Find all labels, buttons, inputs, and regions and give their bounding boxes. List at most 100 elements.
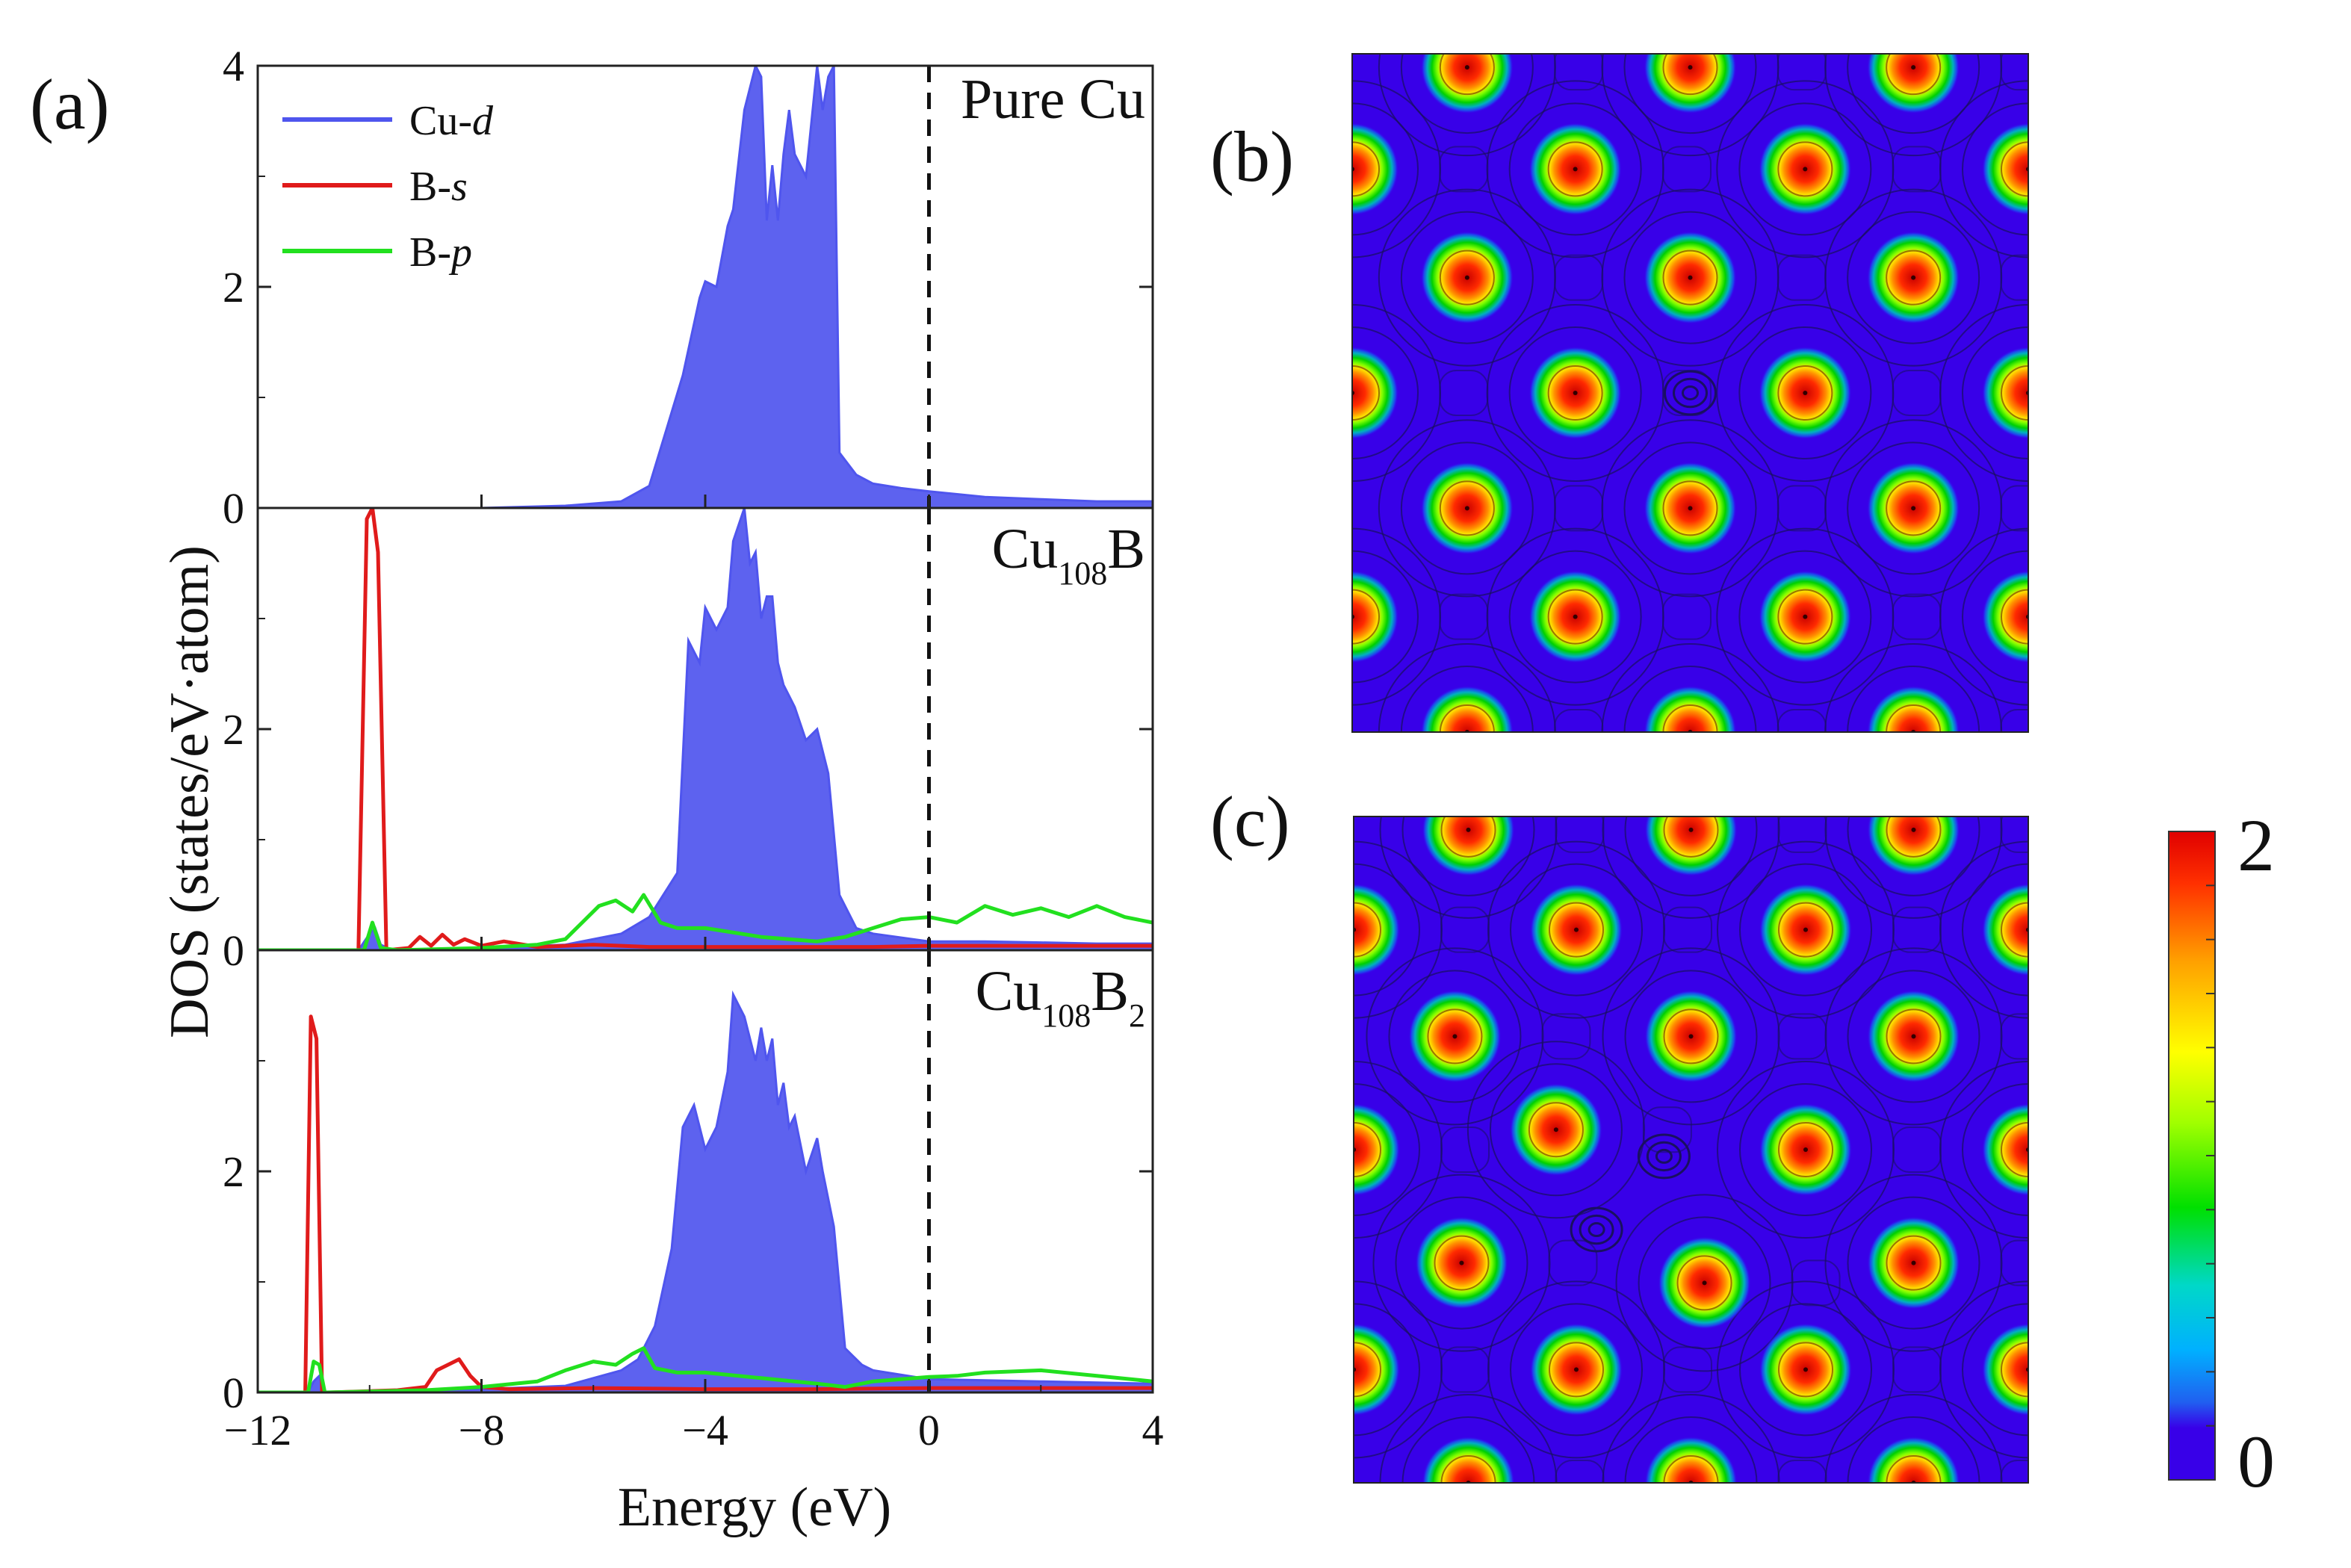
density-contour xyxy=(2116,371,2163,415)
density-contour xyxy=(1354,902,1381,958)
density-contour xyxy=(2000,254,2028,301)
density-contour xyxy=(2001,365,2028,421)
density-contour xyxy=(1777,365,1833,421)
density-contour xyxy=(1962,1303,2028,1437)
density-contour xyxy=(1778,1122,1834,1177)
density-contour xyxy=(1352,589,1380,645)
atom-center xyxy=(1573,1367,1579,1372)
legend-label: B-s xyxy=(409,164,468,210)
density-contour xyxy=(1777,589,1833,645)
density-contour xyxy=(1892,1127,1942,1173)
density-contour xyxy=(1847,666,1980,732)
atom-center xyxy=(1464,506,1469,511)
atom-center xyxy=(1573,927,1579,932)
y-tick-label: 2 xyxy=(223,1147,244,1196)
density-contour xyxy=(2000,1013,2028,1060)
y-tick-label: 4 xyxy=(223,42,244,90)
colorbar: 2 0 xyxy=(2168,804,2275,1503)
atom-center xyxy=(1702,1280,1707,1286)
density-contour xyxy=(1777,709,1827,732)
atom-center xyxy=(1803,927,1809,932)
dos-legend: Cu-d B-s B-p xyxy=(282,98,494,276)
density-contour xyxy=(1401,1416,1535,1483)
density-contour xyxy=(1354,1122,1381,1177)
density-contour xyxy=(1847,1196,1980,1330)
density-contour xyxy=(1663,1455,1719,1483)
y-axis-label: DOS (states/eV·atom) xyxy=(159,545,220,1038)
density-contour xyxy=(1378,643,1556,732)
y-tick-label: 2 xyxy=(223,705,244,754)
atom-center xyxy=(1464,65,1469,70)
dos-chart: 0 2 4 Pure Cu 0 2 Cu108B 0 2 Cu108B2 −12 −8 −4 0 4 DO… xyxy=(159,42,1164,1538)
density-contour xyxy=(1892,370,1942,416)
density-contour xyxy=(1738,102,1872,236)
cu-atom-density xyxy=(1422,816,1515,876)
density-contour xyxy=(1354,840,1443,1019)
atom-center xyxy=(1452,1034,1458,1039)
cu-atom-density xyxy=(1644,54,1737,114)
legend-label: Cu-d xyxy=(409,98,494,144)
density-contour xyxy=(1939,840,2028,1019)
density-contour xyxy=(1777,816,1827,853)
density-contour xyxy=(1547,589,1603,645)
density-contour xyxy=(1354,1061,1443,1239)
density-contour xyxy=(1847,441,1980,575)
density-contour xyxy=(1508,326,1642,459)
x-tick-label: 4 xyxy=(1142,1406,1164,1454)
density-contour xyxy=(1466,1041,1645,1219)
atom-center xyxy=(1911,827,1916,832)
density-contour xyxy=(1777,141,1833,197)
density-contour xyxy=(2000,1239,2028,1286)
density-contour xyxy=(1824,1174,2003,1352)
series-b-s-line xyxy=(258,1014,1153,1392)
cu-atom-density xyxy=(1420,686,1514,732)
density-contour xyxy=(1824,1394,2003,1483)
atom-center xyxy=(1803,391,1808,395)
series-cu-d-area xyxy=(258,66,1153,508)
density-contour xyxy=(1777,1013,1827,1060)
density-contour xyxy=(1440,906,1490,953)
series-b-s-line xyxy=(258,508,1153,950)
density-contour xyxy=(1662,1346,1712,1393)
density-contour xyxy=(1962,863,2028,997)
density-contour xyxy=(1824,643,2003,732)
density-contour xyxy=(2000,709,2028,732)
boron-site-contour xyxy=(1637,1133,1691,1180)
density-contour xyxy=(2116,1347,2163,1392)
density-contour xyxy=(1555,1460,1605,1483)
density-background xyxy=(1354,816,2028,1483)
density-contour xyxy=(1427,1008,1483,1065)
density-contour xyxy=(1352,365,1380,421)
density-contour xyxy=(1354,1303,1420,1437)
density-contour xyxy=(1434,1235,1490,1291)
density-contour xyxy=(1624,816,1758,896)
density-contour xyxy=(1886,1455,1942,1483)
density-contour xyxy=(1400,211,1534,344)
x-tick-label: −12 xyxy=(224,1406,292,1454)
density-contour xyxy=(2000,816,2028,853)
density-contour xyxy=(1395,1196,1528,1330)
atom-center xyxy=(1688,827,1694,832)
density-contour xyxy=(2116,908,2163,952)
density-contour xyxy=(1717,1280,1895,1459)
panel-label-b: (b) xyxy=(1210,117,1294,196)
density-contour xyxy=(1661,146,1712,193)
density-contour xyxy=(1555,816,1605,853)
density-contour xyxy=(1777,54,1827,91)
atom-center xyxy=(1911,1260,1916,1265)
dos-panel-2: 0 2 Cu108B xyxy=(223,506,1154,975)
density-contour xyxy=(1439,250,1495,306)
atom-center xyxy=(1573,391,1578,395)
density-contour xyxy=(1886,54,1942,96)
density-contour xyxy=(1824,816,2003,919)
density-contour xyxy=(1352,102,1419,236)
density-contour xyxy=(2000,1460,2028,1483)
dos-panel-label: Cu108B2 xyxy=(976,960,1145,1034)
density-contour xyxy=(1379,1394,1558,1483)
cu-atom-density xyxy=(1982,570,2028,663)
density-contour xyxy=(1623,441,1757,575)
density-contour xyxy=(1847,1416,1980,1483)
cu-atom-density xyxy=(1982,1323,2028,1416)
density-contour xyxy=(1508,550,1642,684)
density-contour xyxy=(1739,1083,1873,1216)
